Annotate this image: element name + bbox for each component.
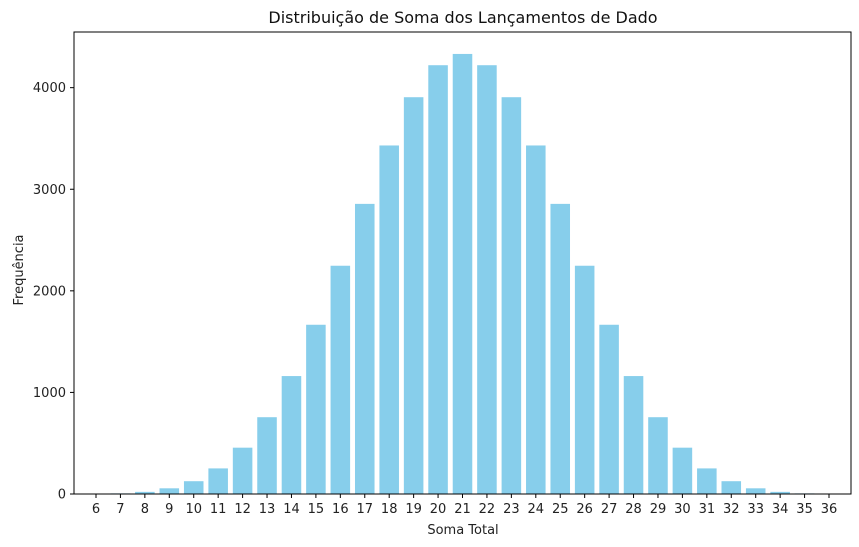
bar-27 — [599, 324, 619, 494]
bar-12 — [232, 447, 253, 494]
x-tick-label: 23 — [503, 502, 520, 517]
bar-25 — [550, 203, 571, 494]
bar-29 — [648, 417, 668, 494]
x-tick-label: 8 — [141, 502, 149, 517]
x-tick-label: 15 — [308, 502, 325, 517]
bar-34 — [770, 491, 790, 494]
bar-26 — [574, 265, 595, 494]
bar-8 — [135, 491, 155, 494]
bar-33 — [745, 488, 766, 494]
x-tick-label: 36 — [821, 502, 838, 517]
bar-11 — [208, 468, 228, 494]
x-tick-label: 29 — [650, 502, 667, 517]
x-tick-label: 16 — [332, 502, 349, 517]
bar-24 — [526, 145, 546, 495]
chart-title: Distribuição de Soma dos Lançamentos de … — [268, 8, 657, 27]
bar-30 — [672, 447, 693, 494]
y-tick-label: 2000 — [33, 284, 66, 299]
x-tick-label: 17 — [356, 502, 373, 517]
bar-23 — [501, 97, 522, 494]
x-tick-label: 34 — [772, 502, 789, 517]
x-tick-label: 20 — [430, 502, 447, 517]
bar-13 — [257, 417, 277, 494]
bar-9 — [159, 488, 180, 494]
x-axis-label: Soma Total — [427, 523, 498, 538]
bar-10 — [183, 481, 204, 494]
x-tick-label: 19 — [405, 502, 422, 517]
x-tick-label: 32 — [723, 502, 740, 517]
bar-18 — [379, 145, 399, 495]
x-axis-ticks: 6 7 8 9 10 11 12 13 14 15 16 17 18 19 20 21 22 23 24 25 26 27… — [92, 494, 837, 517]
plot-frame — [73, 31, 852, 495]
bar-15 — [306, 324, 326, 494]
x-tick-label: 35 — [796, 502, 813, 517]
y-axis-label: Frequência — [12, 234, 27, 305]
bar-21 — [452, 53, 473, 494]
x-tick-label: 10 — [185, 502, 202, 517]
y-tick-label: 3000 — [33, 183, 66, 198]
x-tick-label: 9 — [165, 502, 173, 517]
x-tick-label: 7 — [116, 502, 124, 517]
bars-group — [86, 53, 839, 495]
bar-31 — [697, 468, 717, 494]
bar-16 — [330, 265, 351, 494]
x-tick-label: 26 — [576, 502, 593, 517]
x-tick-label: 22 — [479, 502, 496, 517]
y-axis-ticks: 0 1000 2000 3000 4000 — [33, 81, 74, 503]
x-tick-label: 13 — [259, 502, 276, 517]
bar-19 — [403, 97, 424, 494]
bar-32 — [721, 481, 742, 494]
bar-17 — [354, 203, 375, 494]
y-tick-label: 0 — [58, 488, 66, 503]
y-tick-label: 4000 — [33, 81, 66, 96]
bar-14 — [281, 376, 302, 494]
bar-22 — [477, 65, 497, 494]
x-tick-label: 33 — [747, 502, 764, 517]
x-tick-label: 25 — [552, 502, 569, 517]
x-tick-label: 21 — [454, 502, 471, 517]
y-tick-label: 1000 — [33, 386, 66, 401]
x-tick-label: 6 — [92, 502, 100, 517]
bar-20 — [428, 65, 448, 494]
x-tick-label: 14 — [283, 502, 300, 517]
x-tick-label: 18 — [381, 502, 398, 517]
x-tick-label: 28 — [625, 502, 642, 517]
x-tick-label: 27 — [601, 502, 618, 517]
x-tick-label: 24 — [528, 502, 545, 517]
x-tick-label: 12 — [234, 502, 251, 517]
x-tick-label: 30 — [674, 502, 691, 517]
x-tick-label: 11 — [210, 502, 227, 517]
bar-28 — [623, 376, 644, 494]
x-tick-label: 31 — [699, 502, 716, 517]
